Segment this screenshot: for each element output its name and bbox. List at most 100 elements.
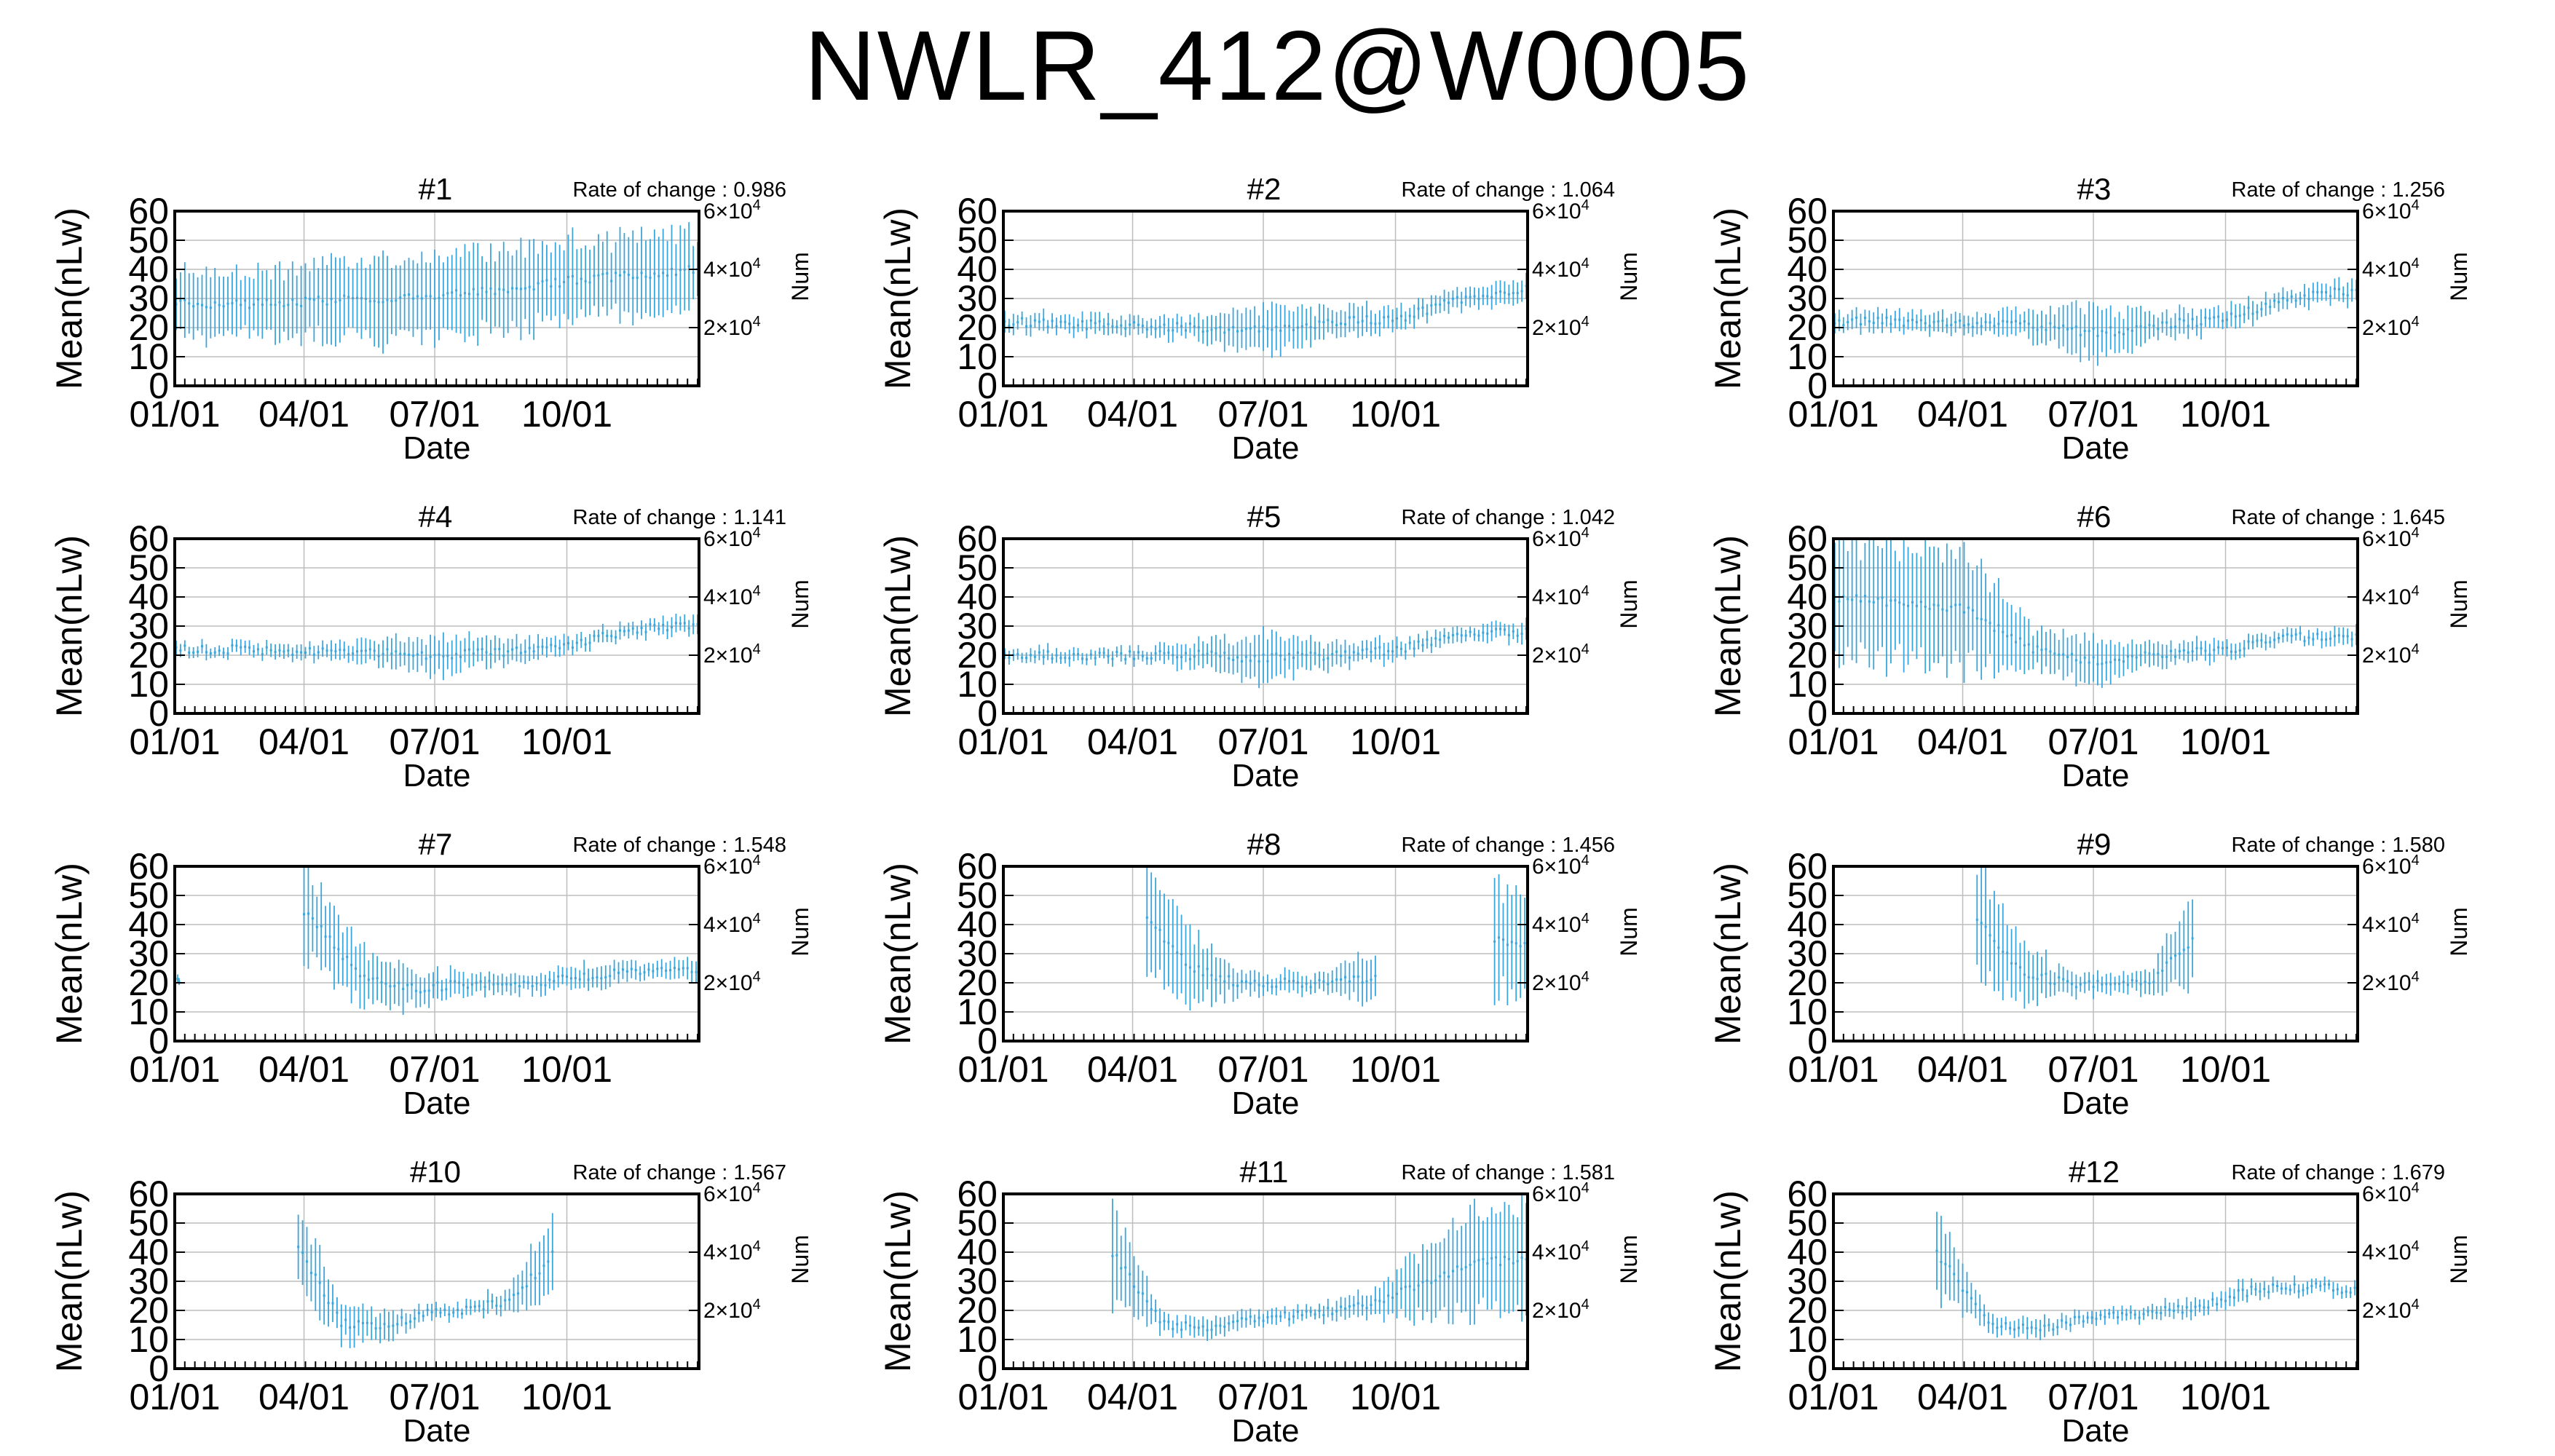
- data-point: [476, 293, 479, 296]
- data-point: [1421, 644, 1424, 646]
- data-point: [361, 1321, 364, 1324]
- y-tick-label: 10: [1787, 336, 1828, 377]
- y2-tick-label: 6×104: [2362, 1180, 2420, 1206]
- data-point: [373, 649, 376, 652]
- y-axis-label: Mean(nLw): [1707, 207, 1748, 389]
- x-axis-label: Date: [403, 430, 471, 466]
- data-point: [2165, 961, 2168, 964]
- x-axis-label: Date: [403, 758, 471, 794]
- data-point: [2173, 1310, 2176, 1313]
- data-point: [2147, 1310, 2149, 1313]
- data-point: [473, 1305, 476, 1308]
- data-point: [336, 1311, 339, 1314]
- data-point: [278, 301, 281, 304]
- data-point: [2052, 1328, 2055, 1331]
- y-tick-label: 0: [977, 693, 998, 734]
- data-point: [1343, 650, 1346, 653]
- data-point: [2013, 1328, 2016, 1331]
- data-point: [2353, 1286, 2356, 1289]
- y2-tick-label: 6×104: [2362, 525, 2420, 551]
- data-point: [1937, 320, 1940, 323]
- data-point: [677, 968, 680, 970]
- data-point: [601, 632, 604, 635]
- data-point: [1305, 654, 1308, 657]
- data-point: [176, 978, 179, 981]
- data-point: [1343, 1307, 1346, 1310]
- data-point: [1413, 315, 1415, 318]
- data-point: [504, 1299, 507, 1302]
- data-point: [1206, 652, 1209, 655]
- data-point: [2114, 982, 2117, 985]
- data-point: [330, 649, 333, 652]
- data-point: [542, 1265, 545, 1267]
- panel-title: #1: [419, 172, 453, 206]
- data-point: [1279, 654, 1282, 657]
- x-axis-label: Date: [2062, 430, 2130, 466]
- data-point: [472, 288, 475, 290]
- data-point: [1953, 1273, 1956, 1275]
- data-point: [1490, 1257, 1493, 1259]
- data-point: [363, 974, 366, 977]
- y2-tick-label: 4×104: [1532, 256, 1590, 282]
- data-point: [1271, 1315, 1273, 1318]
- data-point: [2053, 982, 2056, 985]
- data-point: [1510, 941, 1513, 943]
- data-point: [188, 302, 191, 305]
- y2-axis-label: Num: [1616, 1235, 1642, 1284]
- y-tick-label: 50: [957, 547, 998, 588]
- data-point: [2160, 1312, 2163, 1315]
- data-point: [1300, 325, 1303, 328]
- data-point: [1314, 1313, 1316, 1315]
- data-point: [2195, 325, 2198, 328]
- data-point: [1055, 654, 1058, 657]
- data-point: [557, 975, 560, 978]
- data-point: [1408, 1285, 1411, 1288]
- data-point: [2056, 1326, 2059, 1329]
- data-point: [451, 291, 454, 294]
- data-point: [547, 1260, 550, 1263]
- data-point: [1188, 323, 1191, 325]
- data-point: [402, 988, 405, 991]
- data-point: [317, 296, 320, 298]
- data-point: [1292, 980, 1295, 983]
- data-point: [550, 644, 553, 646]
- y-axis-label: Mean(nLw): [877, 207, 918, 389]
- data-point: [566, 275, 569, 278]
- data-point: [1946, 609, 1948, 612]
- data-point: [1215, 652, 1217, 655]
- data-point: [1223, 652, 1226, 654]
- data-point: [1180, 1329, 1183, 1332]
- data-point: [1486, 632, 1489, 635]
- data-point: [2316, 633, 2319, 636]
- x-tick-label: 04/01: [1087, 394, 1178, 435]
- data-point: [571, 274, 574, 277]
- data-point: [1180, 953, 1183, 956]
- data-point: [1499, 628, 1502, 630]
- data-point: [1997, 624, 2000, 627]
- y2-tick-label: 6×104: [2362, 197, 2420, 223]
- data-point: [2346, 294, 2349, 297]
- data-point: [666, 629, 669, 632]
- data-point: [1959, 320, 1962, 323]
- data-point: [2049, 322, 2052, 325]
- data-point: [1172, 329, 1174, 332]
- data-point: [1318, 320, 1321, 323]
- data-point: [209, 652, 212, 655]
- data-point: [1361, 981, 1364, 984]
- data-point: [1365, 1307, 1368, 1310]
- data-point: [1275, 652, 1278, 655]
- data-point: [657, 274, 660, 277]
- data-point: [687, 265, 690, 268]
- data-point: [2238, 314, 2241, 317]
- data-point: [438, 296, 441, 299]
- data-point: [2284, 1287, 2287, 1290]
- data-point: [355, 967, 358, 970]
- data-point: [1503, 628, 1506, 631]
- data-point: [1322, 1313, 1325, 1316]
- data-point: [2006, 951, 2009, 954]
- data-point: [2079, 333, 2082, 336]
- data-point: [1983, 1314, 1986, 1317]
